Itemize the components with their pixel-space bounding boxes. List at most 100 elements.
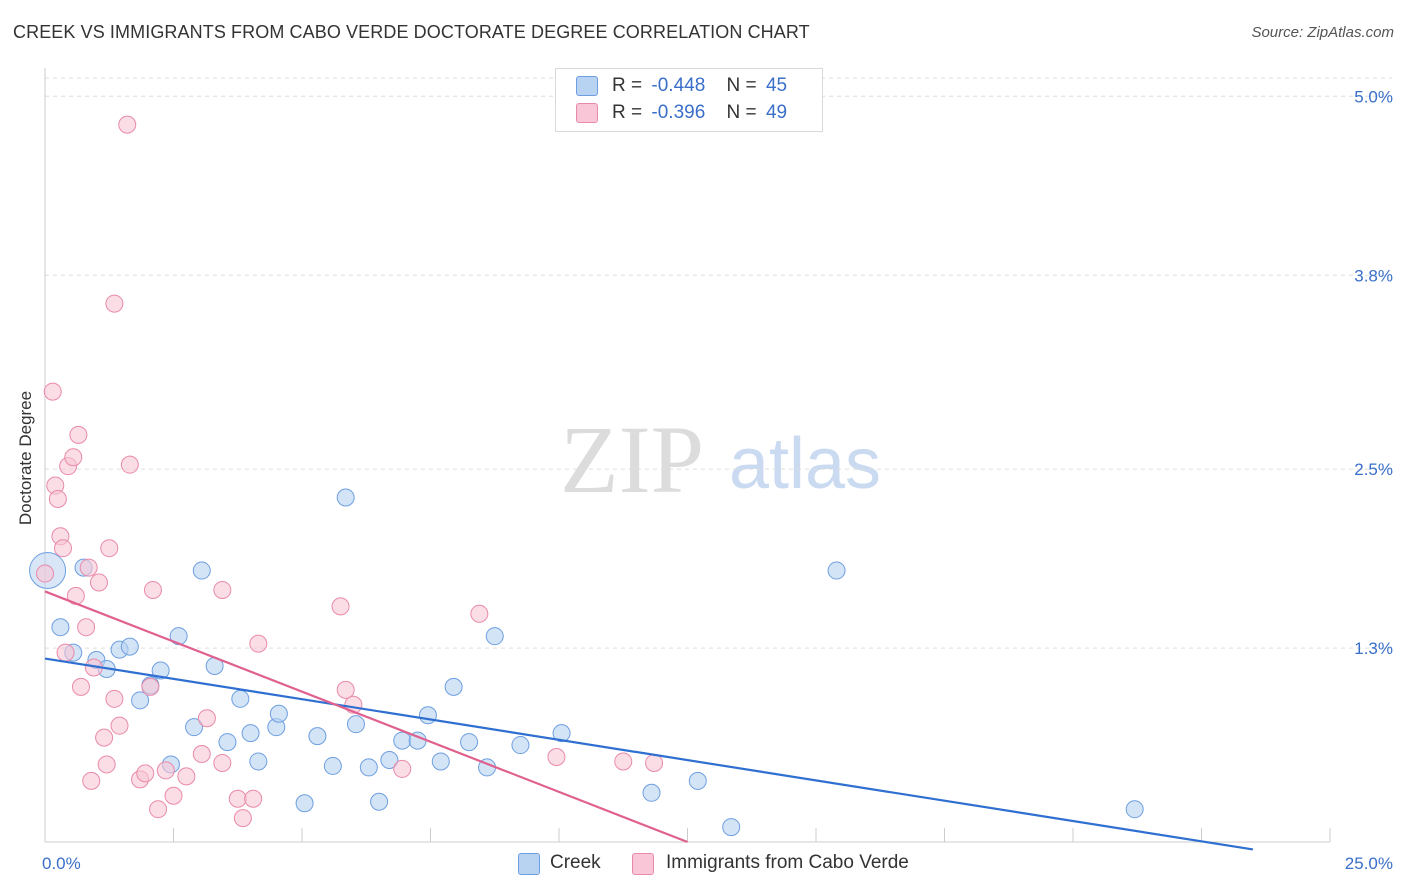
- cabo-verde-point: [249, 634, 268, 653]
- cabo-verde-point: [233, 809, 252, 828]
- creek-point: [1125, 800, 1144, 819]
- cabo-verde-points: [36, 115, 664, 828]
- creek-point: [249, 752, 268, 771]
- cabo-verde-trend-line: [44, 590, 688, 844]
- y-tick-label: 3.8%: [1354, 266, 1393, 285]
- creek-trend-line: [44, 657, 1254, 851]
- trend-lines: [44, 590, 1254, 851]
- creek-point: [323, 756, 342, 775]
- creek-point: [485, 627, 504, 646]
- cabo-verde-point: [100, 539, 119, 558]
- cabo-verde-point: [71, 677, 90, 696]
- correlation-legend: R = -0.448 N = 45 R = -0.396 N = 49: [555, 68, 823, 132]
- creek-point: [120, 637, 139, 656]
- cabo-verde-swatch-icon: [576, 103, 598, 123]
- creek-point: [336, 488, 355, 507]
- creek-point: [359, 758, 378, 777]
- cabo-verde-point: [97, 755, 116, 774]
- creek-legend-icon: [518, 853, 540, 875]
- cabo-verde-point: [614, 752, 633, 771]
- creek-point: [380, 750, 399, 769]
- creek-point: [131, 691, 150, 710]
- creek-point: [241, 724, 260, 743]
- cabo-verde-point: [79, 558, 98, 577]
- cabo-verde-point: [143, 580, 162, 599]
- cabo-verde-point: [82, 771, 101, 790]
- creek-point: [827, 561, 846, 580]
- watermark-atlas: atlas: [729, 424, 881, 504]
- legend-r-value-cabo-verde: -0.396: [651, 102, 706, 123]
- creek-point: [370, 792, 389, 811]
- cabo-verde-point: [77, 618, 96, 637]
- cabo-verde-point: [213, 753, 232, 772]
- cabo-verde-point: [136, 764, 155, 783]
- creek-point: [218, 733, 237, 752]
- creek-point: [642, 783, 661, 802]
- cabo-verde-point: [105, 689, 124, 708]
- legend-n-label: N =: [726, 102, 757, 123]
- cabo-verde-point: [228, 789, 247, 808]
- chart-title: CREEK VS IMMIGRANTS FROM CABO VERDE DOCT…: [13, 22, 810, 42]
- cabo-verde-point: [64, 448, 83, 467]
- creek-point: [51, 618, 70, 637]
- creek-point: [393, 731, 412, 750]
- cabo-verde-point: [192, 745, 211, 764]
- y-tick-label: 1.3%: [1354, 639, 1393, 658]
- creek-point: [722, 818, 741, 837]
- source-credit: Source: ZipAtlas.com: [1251, 24, 1394, 41]
- cabo-verde-point: [89, 573, 108, 592]
- creek-point: [185, 718, 204, 737]
- creek-point: [192, 561, 211, 580]
- legend-r-label: R =: [612, 75, 643, 96]
- creek-point: [552, 724, 571, 743]
- y-tick-label: 2.5%: [1354, 460, 1393, 479]
- cabo-verde-point: [43, 382, 62, 401]
- cabo-verde-point: [197, 709, 216, 728]
- cabo-verde-point: [53, 539, 72, 558]
- y-tick-label: 5.0%: [1354, 87, 1393, 106]
- cabo-verde-point: [244, 789, 263, 808]
- legend-n-label: N =: [726, 75, 757, 96]
- tick-labels: 1.3% 2.5% 3.8% 5.0% 0.0% 25.0%: [42, 87, 1393, 873]
- cabo-verde-point: [149, 800, 168, 819]
- cabo-verde-point: [156, 761, 175, 780]
- cabo-verde-point: [164, 786, 183, 805]
- cabo-verde-point: [177, 767, 196, 786]
- cabo-verde-point: [118, 115, 137, 134]
- cabo-verde-point: [48, 489, 67, 508]
- creek-point: [231, 689, 250, 708]
- creek-point: [269, 704, 288, 723]
- cabo-verde-point: [331, 597, 350, 616]
- creek-legend-label: Creek: [550, 852, 601, 873]
- cabo-verde-point: [141, 677, 160, 696]
- creek-point: [151, 661, 170, 680]
- watermark-zip: ZIP: [560, 406, 704, 513]
- watermark: ZIP atlas: [560, 406, 881, 513]
- legend-r-label: R =: [612, 102, 643, 123]
- cabo-verde-point: [336, 680, 355, 699]
- creek-point: [295, 794, 314, 813]
- cabo-verde-point: [213, 580, 232, 599]
- creek-point: [308, 727, 327, 746]
- creek-point: [346, 715, 365, 734]
- gridlines: [45, 77, 1392, 649]
- cabo-verde-point: [36, 564, 54, 583]
- creek-point: [460, 733, 479, 752]
- legend-r-value-creek: -0.448: [651, 75, 706, 96]
- cabo-verde-point: [393, 759, 412, 778]
- cabo-verde-point: [95, 728, 114, 747]
- cabo-verde-legend-icon: [632, 853, 654, 875]
- creek-point: [688, 771, 707, 790]
- legend-n-value-creek: 45: [765, 75, 788, 96]
- x-tick-label-min: 0.0%: [42, 854, 81, 873]
- cabo-verde-point: [69, 425, 88, 444]
- creek-points: [29, 488, 1144, 837]
- cabo-verde-point: [110, 716, 129, 735]
- cabo-verde-point: [645, 753, 664, 772]
- cabo-verde-point: [470, 604, 489, 623]
- creek-point: [431, 752, 450, 771]
- legend-n-value-cabo-verde: 49: [765, 102, 788, 123]
- creek-point: [511, 736, 530, 755]
- cabo-verde-point: [105, 294, 124, 313]
